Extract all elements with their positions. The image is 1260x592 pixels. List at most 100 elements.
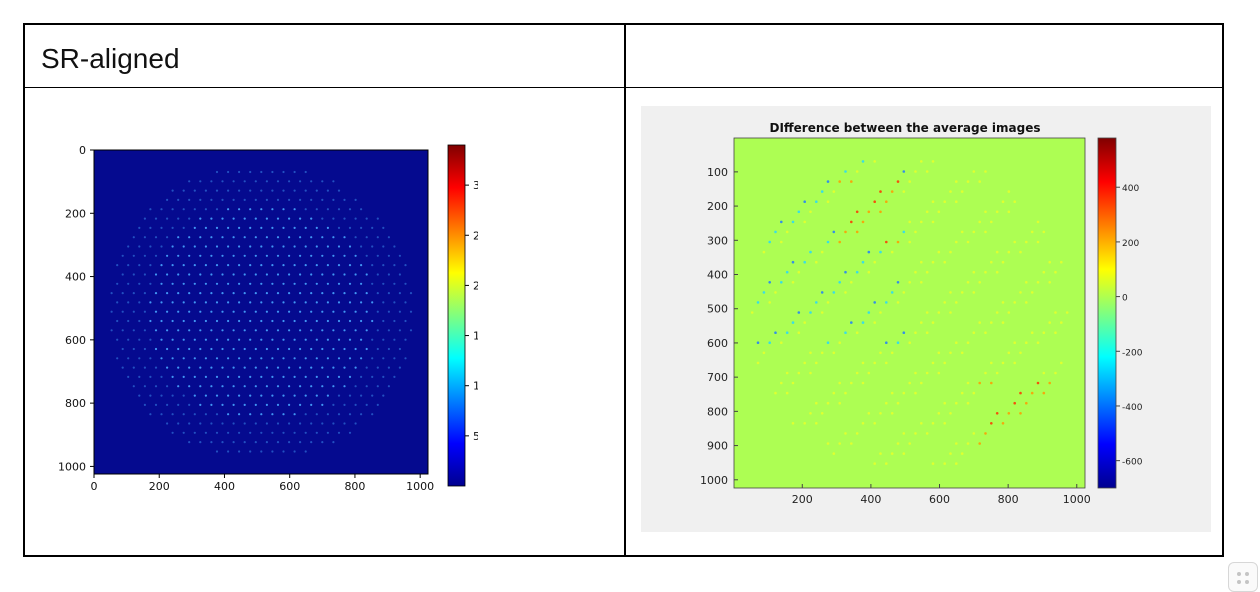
heatmap-spot <box>393 245 396 248</box>
heatmap-spot <box>376 385 379 388</box>
heatmap-spot <box>265 403 268 406</box>
heatmap-spot <box>1036 240 1040 244</box>
heatmap-spot <box>337 282 341 285</box>
heatmap-spot <box>288 441 291 444</box>
heatmap-spot <box>365 403 368 406</box>
heatmap-spot <box>288 403 291 406</box>
heatmap-spot <box>282 245 285 248</box>
sr-aligned-heatmap: 0 200 400 600 800 1000 0 200 400 600 800 1000 500 10… <box>58 144 501 493</box>
heatmap-spot <box>960 230 964 234</box>
heatmap-spot <box>774 291 777 294</box>
heatmap-spot <box>855 230 859 234</box>
heatmap-spot <box>978 281 981 284</box>
heatmap-spot <box>276 422 280 425</box>
heatmap-spot <box>321 347 324 351</box>
resize-handle-icon[interactable] <box>1228 562 1258 592</box>
heatmap-spot <box>1007 250 1011 254</box>
heatmap-spot <box>143 310 146 313</box>
heatmap-spot <box>204 338 207 341</box>
heatmap-spot <box>360 301 363 304</box>
heatmap-spot <box>265 217 268 220</box>
heatmap-spot <box>210 254 213 257</box>
table-row-divider <box>25 87 1222 88</box>
heatmap-spot <box>943 260 946 264</box>
heatmap-spot <box>354 385 357 388</box>
heatmap-spot <box>972 230 976 234</box>
heatmap-spot <box>304 413 307 416</box>
heatmap-spot <box>978 321 981 324</box>
heatmap-spot <box>937 371 941 375</box>
heatmap-spot <box>127 338 130 341</box>
heatmap-spot <box>121 292 124 295</box>
heatmap-spot <box>249 282 252 285</box>
heatmap-spot <box>348 264 352 267</box>
heatmap-spot <box>299 217 302 220</box>
heatmap-spot <box>166 198 169 201</box>
heatmap-spot <box>304 338 307 341</box>
heatmap-spot <box>774 391 777 395</box>
heatmap-spot <box>160 208 163 211</box>
heatmap-spot <box>177 236 180 239</box>
heatmap-spot <box>343 403 346 406</box>
heatmap-spot <box>879 311 882 314</box>
heatmap-spot <box>304 226 307 229</box>
heatmap-spot <box>304 208 307 211</box>
heatmap-spot <box>265 273 268 276</box>
heatmap-spot <box>925 311 929 314</box>
heatmap-spot <box>902 170 906 173</box>
heatmap-spot <box>343 329 346 332</box>
heatmap-spot <box>310 329 313 332</box>
heatmap-spot <box>227 431 230 434</box>
heatmap-spot <box>321 422 324 425</box>
heatmap-spot <box>820 291 824 294</box>
heatmap-spot <box>844 391 847 395</box>
heatmap-spot <box>1007 190 1011 193</box>
heatmap-spot <box>288 385 291 388</box>
heatmap-spot <box>780 220 783 224</box>
heatmap-spot <box>143 254 146 257</box>
heatmap-spot <box>832 351 836 355</box>
heatmap-spot <box>304 431 307 434</box>
heatmap-spot <box>166 329 169 332</box>
heatmap-spot <box>925 331 929 334</box>
heatmap-spot <box>293 301 296 304</box>
heatmap-spot <box>1019 250 1022 254</box>
heatmap-spot <box>315 338 318 341</box>
heatmap-spot <box>365 236 368 239</box>
heatmap-spot <box>931 462 935 465</box>
heatmap-spot <box>310 236 313 239</box>
heatmap-spot <box>995 412 999 415</box>
heatmap-spot <box>826 180 830 183</box>
heatmap-spot <box>293 431 296 434</box>
heatmap-spot <box>243 366 246 369</box>
heatmap-spot <box>315 282 318 285</box>
heatmap-spot <box>990 260 993 264</box>
heatmap-spot <box>232 292 235 295</box>
cell-heading-sr-aligned: SR-aligned <box>41 43 180 74</box>
heatmap-spot <box>343 310 346 313</box>
x-tick-label: 600 <box>929 493 950 506</box>
heatmap-spot <box>227 375 230 378</box>
x-tick-label: 800 <box>998 493 1019 506</box>
heatmap-spot <box>271 189 274 192</box>
y-tick-label: 200 <box>65 207 86 220</box>
heatmap-spot <box>387 310 390 313</box>
heatmap-spot <box>215 282 219 285</box>
heatmap-spot <box>393 282 396 285</box>
heatmap-spot <box>177 198 180 201</box>
heatmap-spot <box>254 180 257 183</box>
heatmap-spot <box>826 401 830 405</box>
heatmap-spot <box>282 170 285 174</box>
heatmap-spot <box>288 422 291 425</box>
heatmap-spot <box>826 301 830 304</box>
heatmap-spot <box>398 310 401 313</box>
heatmap-spot <box>221 385 224 388</box>
heatmap-spot <box>1001 321 1005 324</box>
heatmap-spot <box>756 361 760 365</box>
heatmap-spot <box>132 292 135 295</box>
heatmap-spot <box>404 264 407 267</box>
difference-heatmap-figure: DIfference between the average images 20… <box>641 106 1211 532</box>
heatmap-spot <box>127 282 130 285</box>
heatmap-spot <box>166 422 169 425</box>
heatmap-spot <box>265 441 268 444</box>
